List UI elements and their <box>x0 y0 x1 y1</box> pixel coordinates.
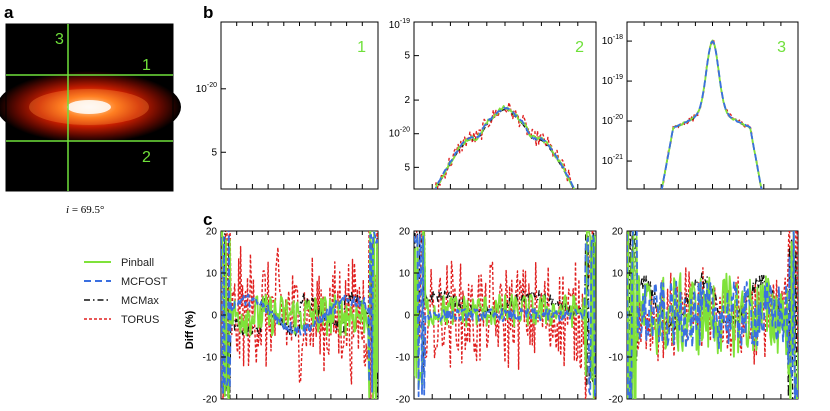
intensity-panel-2-pinball-line <box>435 105 575 189</box>
inclination-value: = 69.5° <box>69 204 104 216</box>
diff-panel-2-curves <box>414 231 596 399</box>
diff-panel-1-mcfost-line <box>221 231 378 394</box>
diff-panel-3-mcfost-line <box>627 231 798 399</box>
intensity-panel-2-header-label: 10-19 <box>389 18 410 31</box>
intensity-panel-3-mcmax-line <box>661 41 763 189</box>
intensity-panel-3-frame <box>626 21 799 190</box>
diff-panel-1-ytick-label: 0 <box>211 311 217 322</box>
panel-letter-b: b <box>203 3 213 22</box>
intensity-panel-3-curves <box>660 39 763 189</box>
diff-panel-1-ytick-label: -20 <box>203 395 218 406</box>
inclination-var: i <box>66 204 69 216</box>
cut-label-2: 2 <box>142 149 151 166</box>
intensity-panel-2-mcfost-line <box>435 106 575 189</box>
intensity-panel-3-torus-line <box>660 39 763 189</box>
intensity-panel-2: 5 2 10-20 5 10-19 2 <box>389 18 597 190</box>
image-panel: 3 1 2 i = 69.5° <box>0 23 181 216</box>
intensity-panel-3-ytick-label: 10-18 <box>602 34 623 47</box>
diff-panel-3-ytick-label: 0 <box>617 311 623 322</box>
intensity-panel-3-ytick-label: 10-20 <box>602 114 623 127</box>
legend: Pinball MCFOST MCMax TORUS <box>84 257 168 326</box>
legend-label-mcfost: MCFOST <box>121 276 168 288</box>
intensity-panel-3-ytick-label: 10-21 <box>602 154 623 167</box>
diff-panel-2-ytick-label: -10 <box>396 353 411 364</box>
intensity-panel-2-ytick-label: 5 <box>404 162 410 173</box>
legend-label-torus: TORUS <box>121 314 159 326</box>
diff-panel-1-ylabel: Diff (%) <box>184 310 196 349</box>
disk-core <box>67 100 111 114</box>
legend-label-mcmax: MCMax <box>121 295 159 307</box>
intensity-panel-2-ytick-label: 10-20 <box>389 127 410 140</box>
diff-panel-2-ytick-label: 20 <box>399 227 411 238</box>
diff-panel-1-curves <box>221 231 378 399</box>
intensity-panel-3-cut-label: 3 <box>777 39 786 56</box>
intensity-panel-2-ytick-label: 2 <box>404 95 410 106</box>
intensity-panel-2-frame <box>413 21 597 190</box>
intensity-panel-2-mcmax-line <box>435 109 575 189</box>
panel-letter-c: c <box>203 210 212 229</box>
legend-label-pinball: Pinball <box>121 257 154 269</box>
image-frame <box>5 23 174 192</box>
diff-panel-3-curves <box>627 231 798 399</box>
intensity-panel-3-mcfost-line <box>660 40 763 189</box>
diff-panel-2: 20 10 0 -10 -20 <box>396 227 597 406</box>
intensity-panel-1-ytick-label: 5 <box>211 147 217 158</box>
cut-label-3: 3 <box>55 31 64 48</box>
intensity-panel-3-ytick-label: 10-19 <box>602 74 623 87</box>
diff-panel-2-ytick-label: 0 <box>404 311 410 322</box>
diff-panel-1-ytick-label: -10 <box>203 353 218 364</box>
diff-panel-3-ytick-label: -20 <box>609 395 624 406</box>
diff-panel-2-ytick-label: -20 <box>396 395 411 406</box>
diff-panel-3: 20 10 0 -10 -20 <box>609 227 799 406</box>
intensity-panel-3: 10-18 10-19 10-20 10-21 3 <box>602 21 799 190</box>
diff-panel-3-ytick-label: 20 <box>612 227 624 238</box>
diff-panel-3-ytick-label: 10 <box>612 269 624 280</box>
intensity-panel-2-torus-line <box>434 101 574 189</box>
diff-panel-1-mcmax-line <box>221 233 378 399</box>
diff-panel-2-ytick-label: 10 <box>399 269 411 280</box>
diff-panel-1-pinball-line <box>221 231 378 399</box>
intensity-panel-2-ytick-label: 5 <box>404 51 410 62</box>
intensity-panel-1-cut-label: 1 <box>357 39 366 56</box>
intensity-panel-2-curves <box>434 101 575 189</box>
diff-panel-1-torus-line <box>221 231 378 399</box>
panel-letter-a: a <box>4 3 14 22</box>
diff-panel-1: 20 10 0 -10 -20 Diff (%) <box>184 227 379 406</box>
intensity-panel-1: 5 10-20 1 <box>196 21 379 190</box>
intensity-panel-3-pinball-line <box>660 39 763 189</box>
diff-panel-2-mcfost-line <box>414 232 596 398</box>
inclination-caption: i = 69.5° <box>66 204 104 216</box>
diff-panel-2-torus-line <box>415 231 596 399</box>
intensity-panel-2-cut-label: 2 <box>575 39 584 56</box>
diff-panel-1-ytick-label: 20 <box>206 227 218 238</box>
diff-panel-3-ytick-label: -10 <box>609 353 624 364</box>
intensity-panel-1-ytick-label: 10-20 <box>196 82 217 95</box>
intensity-panel-1-frame <box>220 21 379 190</box>
diff-panel-1-ytick-label: 10 <box>206 269 218 280</box>
cut-label-1: 1 <box>142 57 151 74</box>
